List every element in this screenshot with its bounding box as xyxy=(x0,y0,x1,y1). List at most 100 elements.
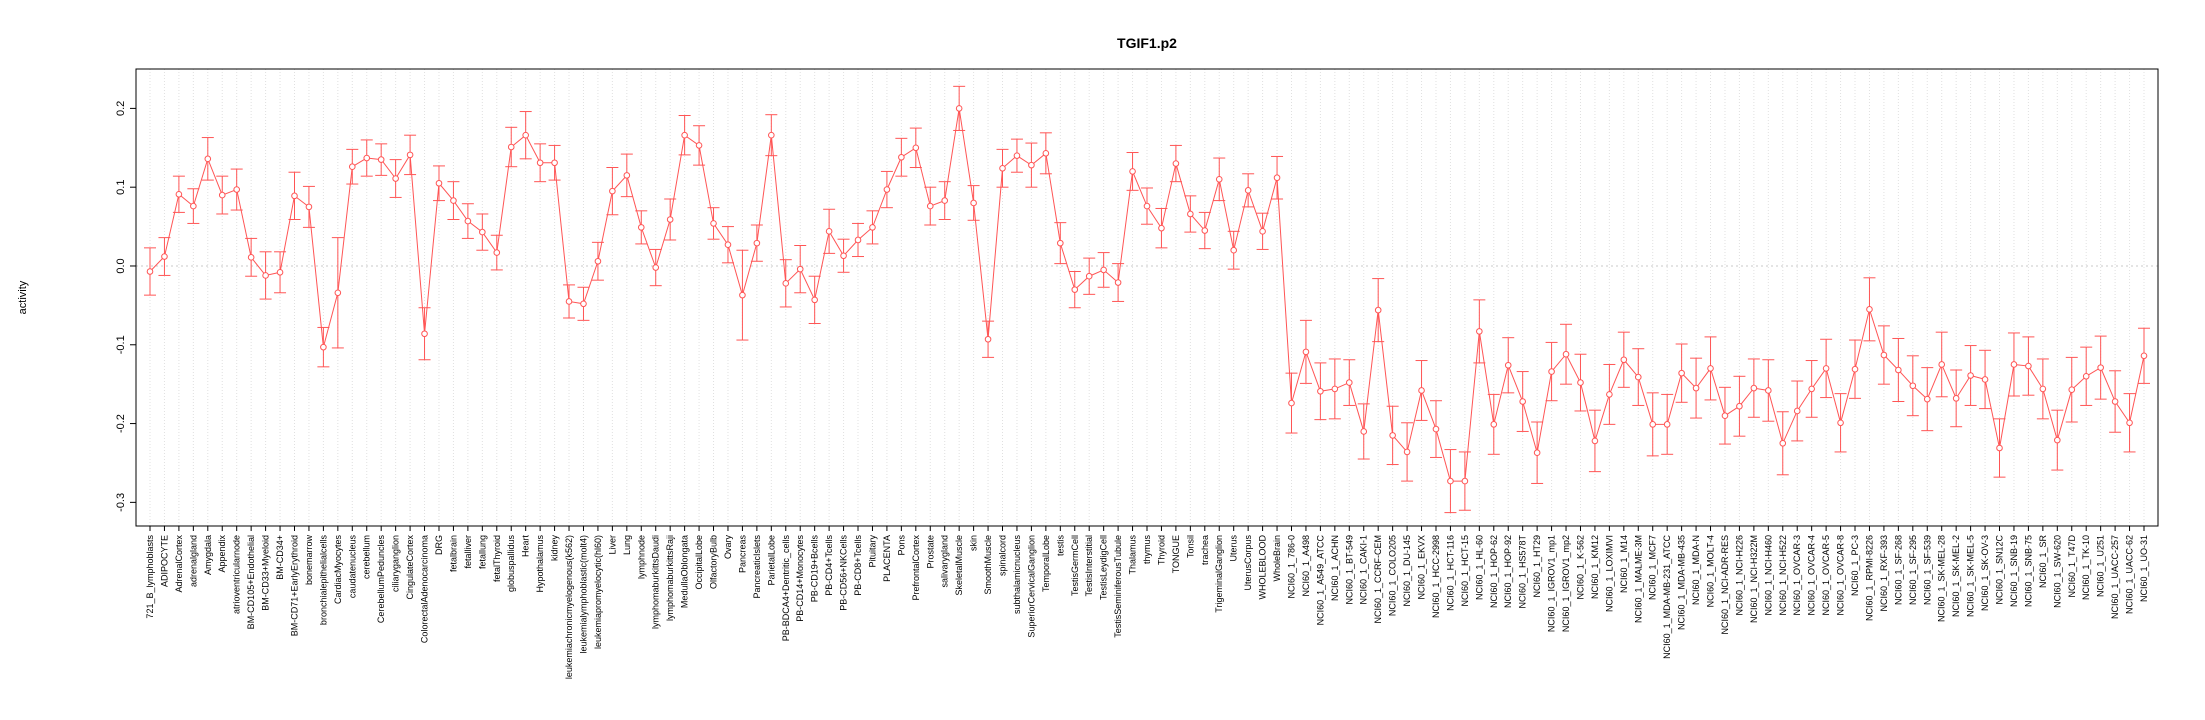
data-point xyxy=(941,197,949,204)
x-tick-label: NCI60_1_OVCAR-4 xyxy=(1807,535,1817,616)
x-tick-label: Tonsil xyxy=(1185,535,1195,558)
x-tick-label: NCI60_1_PC-3 xyxy=(1850,535,1860,596)
x-tick-label: atrioventricularnode xyxy=(232,535,242,614)
data-point xyxy=(1909,382,1917,390)
x-tick-label: Appendix xyxy=(217,535,227,573)
data-point xyxy=(1880,351,1888,359)
x-tick-label: salivarygland xyxy=(940,535,950,588)
data-point xyxy=(2039,385,2047,393)
data-point xyxy=(536,159,544,167)
data-point xyxy=(1418,387,1425,394)
x-tick-label: NCI60_1_T47D xyxy=(2067,535,2077,598)
x-tick-label: Uterus xyxy=(1229,535,1239,562)
x-tick-label: NCI60_1_HL-60 xyxy=(1474,535,1484,600)
x-tick-label: NCI60_1_HOP-92 xyxy=(1503,535,1513,608)
data-point xyxy=(1721,412,1729,419)
data-point xyxy=(681,131,688,139)
x-tick-label: TONGUE xyxy=(1171,535,1181,573)
data-point xyxy=(1028,161,1035,169)
x-tick-label: Hypothalamus xyxy=(535,535,545,593)
x-tick-label: BM-CD34+ xyxy=(275,535,285,580)
x-tick-label: NCI60_1_786-0 xyxy=(1286,535,1296,599)
data-point xyxy=(1895,366,1902,374)
data-point xyxy=(955,105,963,112)
x-tick-label: trachea xyxy=(1200,535,1210,565)
x-tick-label: CingulateCortex xyxy=(405,535,415,600)
x-tick-label: Liver xyxy=(607,535,617,555)
data-point xyxy=(2126,419,2133,427)
x-tick-label: NCI60_1_UACC-257 xyxy=(2110,535,2120,619)
data-point xyxy=(305,203,313,211)
x-tick-label: TestisGermCell xyxy=(1070,535,1080,596)
x-tick-label: NCI60_1_CAKI-1 xyxy=(1359,535,1369,605)
y-tick-label: 0.1 xyxy=(115,180,127,195)
y-axis-label: activity xyxy=(17,280,29,314)
x-tick-label: NCI60_1_OVCAR-3 xyxy=(1792,535,1802,616)
data-point xyxy=(493,249,501,256)
data-point xyxy=(594,257,602,265)
data-point xyxy=(1750,384,1758,392)
chart-title: TGIF1.p2 xyxy=(1117,35,1177,51)
x-tick-label: BM-CD33+Myeloid xyxy=(261,535,271,611)
data-point xyxy=(320,343,327,351)
x-tick-label: lymphomaburkittsRaji xyxy=(665,535,675,621)
data-point xyxy=(1244,187,1252,194)
x-tick-label: TestisSeminiferousTubule xyxy=(1113,535,1123,638)
x-tick-label: NCI60_1_U251 xyxy=(2096,535,2106,597)
x-tick-label: PB-BDCA4+Dentritic_cells xyxy=(781,535,791,642)
x-tick-label: NCI60_1_A498 xyxy=(1301,535,1311,597)
data-point xyxy=(1317,387,1324,395)
y-tick-label: -0.2 xyxy=(115,414,127,433)
x-tick-label: AdrenalCortex xyxy=(174,535,184,593)
x-tick-label: adrenalgland xyxy=(188,535,198,587)
data-point xyxy=(1923,395,1931,403)
x-tick-label: fetallung xyxy=(477,535,487,569)
x-tick-label: 721_B_lymphoblasts xyxy=(145,535,155,619)
data-point xyxy=(377,156,385,163)
data-point xyxy=(1822,365,1830,372)
data-point xyxy=(1490,421,1498,428)
data-point xyxy=(1230,246,1237,254)
x-tick-label: bonemarrow xyxy=(304,535,314,586)
x-tick-label: NCI60_1_DU-145 xyxy=(1402,535,1412,607)
data-point xyxy=(2140,352,2148,360)
data-point xyxy=(1013,152,1021,159)
x-tick-label: NCI60_1_SK-MEL-28 xyxy=(1937,535,1947,622)
x-tick-label: SuperiorCervicalGanglion xyxy=(1026,535,1036,638)
data-point xyxy=(580,300,587,308)
x-tick-label: Heart xyxy=(521,535,531,558)
data-point xyxy=(1085,272,1093,280)
data-point xyxy=(926,202,934,210)
data-point xyxy=(854,236,862,244)
data-point xyxy=(2097,364,2104,371)
x-tick-label: ColorectalAdenocarcinoma xyxy=(420,535,430,643)
x-tick-label: NCI60_1_HCT-15 xyxy=(1460,535,1470,607)
data-point xyxy=(1606,391,1613,398)
data-point xyxy=(1201,227,1209,234)
data-point xyxy=(1548,368,1555,375)
data-point xyxy=(1967,372,1974,379)
x-tick-label: TrigeminalGanglion xyxy=(1214,535,1224,613)
data-point xyxy=(1172,160,1180,167)
data-point xyxy=(695,142,703,149)
data-point xyxy=(883,186,891,193)
data-point xyxy=(1288,399,1295,407)
x-tick-label: skin xyxy=(969,535,979,551)
data-point xyxy=(753,239,761,247)
x-tick-label: NCI60_1_SF-268 xyxy=(1893,535,1903,605)
x-tick-label: Lung xyxy=(622,535,632,555)
x-tick-label: OccipitalLobe xyxy=(694,535,704,590)
data-point xyxy=(1432,425,1440,433)
data-point xyxy=(291,192,298,200)
x-tick-label: WHOLEBLOOD xyxy=(1258,535,1268,600)
x-tick-label: CerebellumPeduncles xyxy=(376,535,386,624)
x-tick-label: WholeBrain xyxy=(1272,535,1282,582)
x-tick-label: TestisInterstitial xyxy=(1084,535,1094,597)
x-tick-label: NCI60_1_BT-549 xyxy=(1344,535,1354,605)
data-point xyxy=(262,272,269,279)
data-point xyxy=(1634,373,1642,381)
x-tick-label: fetalThyroid xyxy=(492,535,502,582)
data-point xyxy=(710,220,717,227)
x-tick-label: NCI60_1_MDA-MB-231_ATCC xyxy=(1662,535,1672,659)
